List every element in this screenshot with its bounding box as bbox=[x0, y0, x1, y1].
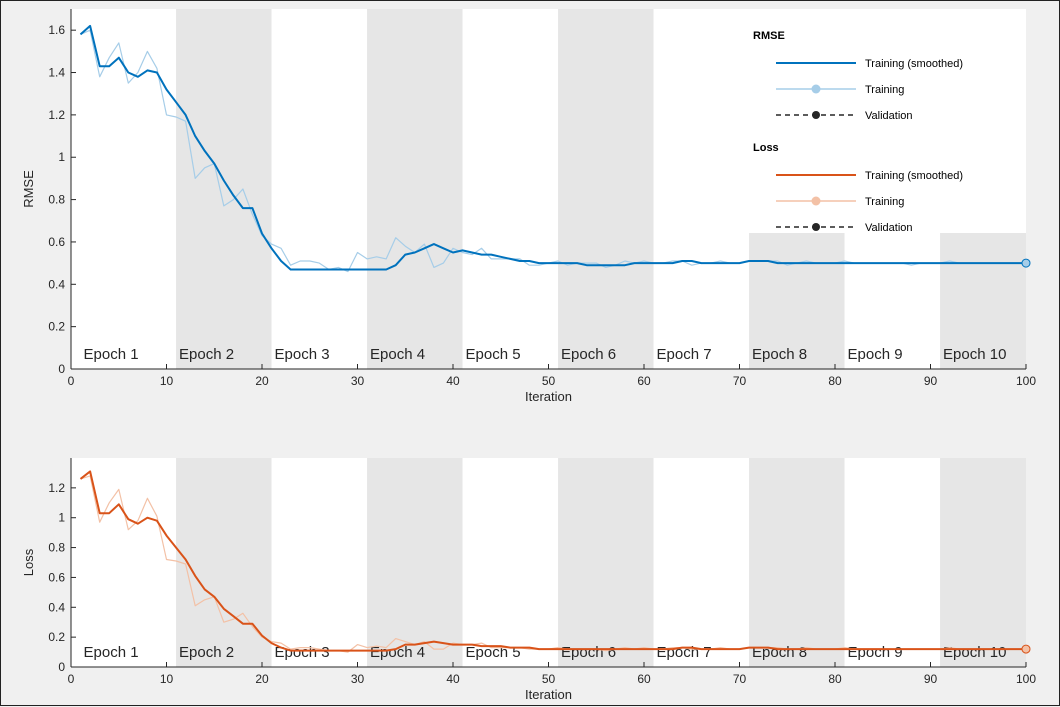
x-tick-label: 100 bbox=[1016, 672, 1036, 686]
x-axis-label: Iteration bbox=[525, 687, 572, 702]
legend-marker-validation bbox=[812, 111, 820, 119]
legend-label: Validation bbox=[865, 110, 913, 122]
y-tick-label: 1.6 bbox=[48, 23, 65, 37]
epoch-label: Epoch 5 bbox=[466, 644, 521, 661]
x-tick-label: 80 bbox=[828, 374, 842, 388]
epoch-label: Epoch 8 bbox=[752, 644, 807, 661]
x-tick-label: 40 bbox=[446, 672, 460, 686]
legend-marker-validation bbox=[812, 223, 820, 231]
x-tick-label: 20 bbox=[255, 374, 269, 388]
x-tick-label: 0 bbox=[68, 672, 75, 686]
x-tick-label: 30 bbox=[351, 672, 365, 686]
epoch-label: Epoch 9 bbox=[848, 346, 903, 363]
x-tick-label: 70 bbox=[733, 374, 747, 388]
x-tick-label: 60 bbox=[637, 374, 651, 388]
y-tick-label: 0.6 bbox=[48, 235, 65, 249]
epoch-band bbox=[940, 233, 1026, 369]
x-tick-label: 70 bbox=[733, 672, 747, 686]
x-tick-label: 10 bbox=[160, 374, 174, 388]
epoch-band bbox=[749, 233, 845, 369]
y-tick-label: 1.2 bbox=[48, 108, 65, 122]
epoch-label: Epoch 3 bbox=[275, 644, 330, 661]
legend-label: Validation bbox=[865, 222, 913, 234]
y-tick-label: 0 bbox=[58, 362, 65, 376]
y-tick-label: 0 bbox=[58, 660, 65, 674]
x-tick-label: 50 bbox=[542, 672, 556, 686]
legend: RMSE Training (smoothed) Training Validatio… bbox=[753, 30, 963, 234]
x-tick-label: 90 bbox=[924, 672, 938, 686]
y-tick-label: 0.2 bbox=[48, 320, 65, 334]
legend-marker-training bbox=[811, 196, 821, 206]
y-tick-label: 0.2 bbox=[48, 630, 65, 644]
series-training-smoothed bbox=[79, 24, 1026, 271]
x-axis-label: Iteration bbox=[525, 389, 572, 404]
epoch-label: Epoch 7 bbox=[657, 346, 712, 363]
y-tick-label: 0.6 bbox=[48, 570, 65, 584]
epoch-band bbox=[558, 458, 654, 667]
legend-label: Training bbox=[865, 84, 904, 96]
epoch-label: Epoch 4 bbox=[370, 346, 425, 363]
epoch-band bbox=[940, 458, 1026, 667]
epoch-label: Epoch 9 bbox=[848, 644, 903, 661]
rmse-chart: Epoch 1 Epoch 2 Epoch 3 Epoch 4 Epoch 5 Epoch… bbox=[21, 9, 1036, 404]
legend-label: Training bbox=[865, 196, 904, 208]
y-tick-label: 1.2 bbox=[48, 481, 65, 495]
x-tick-label: 30 bbox=[351, 374, 365, 388]
legend-label: Training (smoothed) bbox=[865, 170, 963, 182]
epoch-label: Epoch 5 bbox=[466, 346, 521, 363]
y-axis-label: RMSE bbox=[21, 170, 36, 208]
epoch-band bbox=[176, 9, 272, 369]
legend-background bbox=[739, 9, 1026, 233]
legend-marker-training bbox=[811, 84, 821, 94]
epoch-label: Epoch 3 bbox=[275, 346, 330, 363]
y-tick-label: 0.4 bbox=[48, 600, 65, 614]
epoch-label: Epoch 10 bbox=[943, 346, 1006, 363]
x-tick-label: 0 bbox=[68, 374, 75, 388]
epoch-label: Epoch 2 bbox=[179, 644, 234, 661]
epoch-band bbox=[367, 9, 463, 369]
epoch-label: Epoch 1 bbox=[84, 644, 139, 661]
epoch-label: Epoch 4 bbox=[370, 644, 425, 661]
x-tick-label: 50 bbox=[542, 374, 556, 388]
final-point-marker bbox=[1021, 258, 1031, 268]
loss-chart: Epoch 1 Epoch 2 Epoch 3 Epoch 4 Epoch 5 Epoch… bbox=[21, 458, 1036, 702]
epoch-label: Epoch 6 bbox=[561, 346, 616, 363]
legend-title-rmse: RMSE bbox=[753, 30, 785, 42]
epoch-label: Epoch 1 bbox=[84, 346, 139, 363]
legend-title-loss: Loss bbox=[753, 142, 779, 154]
x-tick-label: 60 bbox=[637, 672, 651, 686]
x-tick-label: 20 bbox=[255, 672, 269, 686]
series-training-smoothed bbox=[79, 470, 1026, 652]
y-axis-label: Loss bbox=[21, 548, 36, 576]
epoch-band bbox=[749, 458, 845, 667]
y-tick-label: 0.8 bbox=[48, 541, 65, 555]
epoch-label: Epoch 10 bbox=[943, 644, 1006, 661]
epoch-label: Epoch 8 bbox=[752, 346, 807, 363]
epoch-label: Epoch 6 bbox=[561, 644, 616, 661]
epoch-band bbox=[558, 9, 654, 369]
y-tick-label: 0.8 bbox=[48, 193, 65, 207]
x-tick-label: 10 bbox=[160, 672, 174, 686]
x-tick-label: 40 bbox=[446, 374, 460, 388]
epoch-label: Epoch 2 bbox=[179, 346, 234, 363]
y-tick-label: 1.4 bbox=[48, 66, 65, 80]
y-tick-label: 1 bbox=[58, 511, 65, 525]
x-tick-label: 90 bbox=[924, 374, 938, 388]
x-tick-label: 80 bbox=[828, 672, 842, 686]
legend-label: Training (smoothed) bbox=[865, 58, 963, 70]
epoch-band bbox=[176, 458, 272, 667]
epoch-band bbox=[367, 458, 463, 667]
y-tick-label: 0.4 bbox=[48, 277, 65, 291]
x-tick-label: 100 bbox=[1016, 374, 1036, 388]
epoch-label: Epoch 7 bbox=[657, 644, 712, 661]
y-tick-label: 1 bbox=[58, 150, 65, 164]
final-point-marker bbox=[1021, 644, 1031, 654]
